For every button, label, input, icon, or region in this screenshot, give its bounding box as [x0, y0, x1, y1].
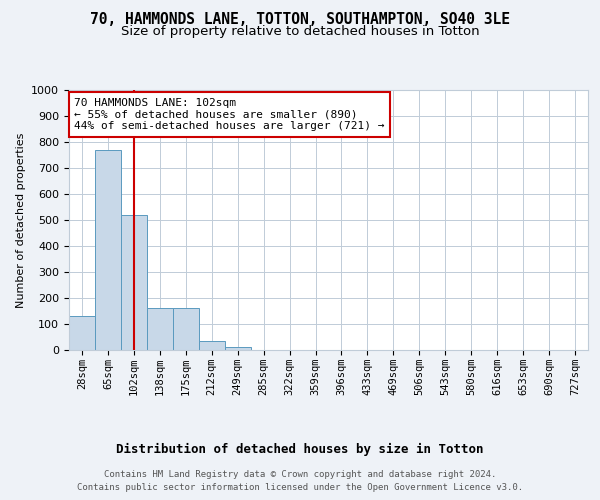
Bar [225, 348, 251, 350]
Bar [173, 308, 199, 350]
Text: Contains HM Land Registry data © Crown copyright and database right 2024.: Contains HM Land Registry data © Crown c… [104, 470, 496, 479]
Text: 70, HAMMONDS LANE, TOTTON, SOUTHAMPTON, SO40 3LE: 70, HAMMONDS LANE, TOTTON, SOUTHAMPTON, … [90, 12, 510, 28]
Bar [95, 150, 121, 350]
Text: Size of property relative to detached houses in Totton: Size of property relative to detached ho… [121, 25, 479, 38]
Y-axis label: Number of detached properties: Number of detached properties [16, 132, 26, 308]
Text: Contains public sector information licensed under the Open Government Licence v3: Contains public sector information licen… [77, 482, 523, 492]
Bar [199, 341, 224, 350]
Text: 70 HAMMONDS LANE: 102sqm
← 55% of detached houses are smaller (890)
44% of semi-: 70 HAMMONDS LANE: 102sqm ← 55% of detach… [74, 98, 385, 131]
Bar [69, 316, 95, 350]
Bar [121, 215, 147, 350]
Bar [147, 308, 173, 350]
Text: Distribution of detached houses by size in Totton: Distribution of detached houses by size … [116, 442, 484, 456]
